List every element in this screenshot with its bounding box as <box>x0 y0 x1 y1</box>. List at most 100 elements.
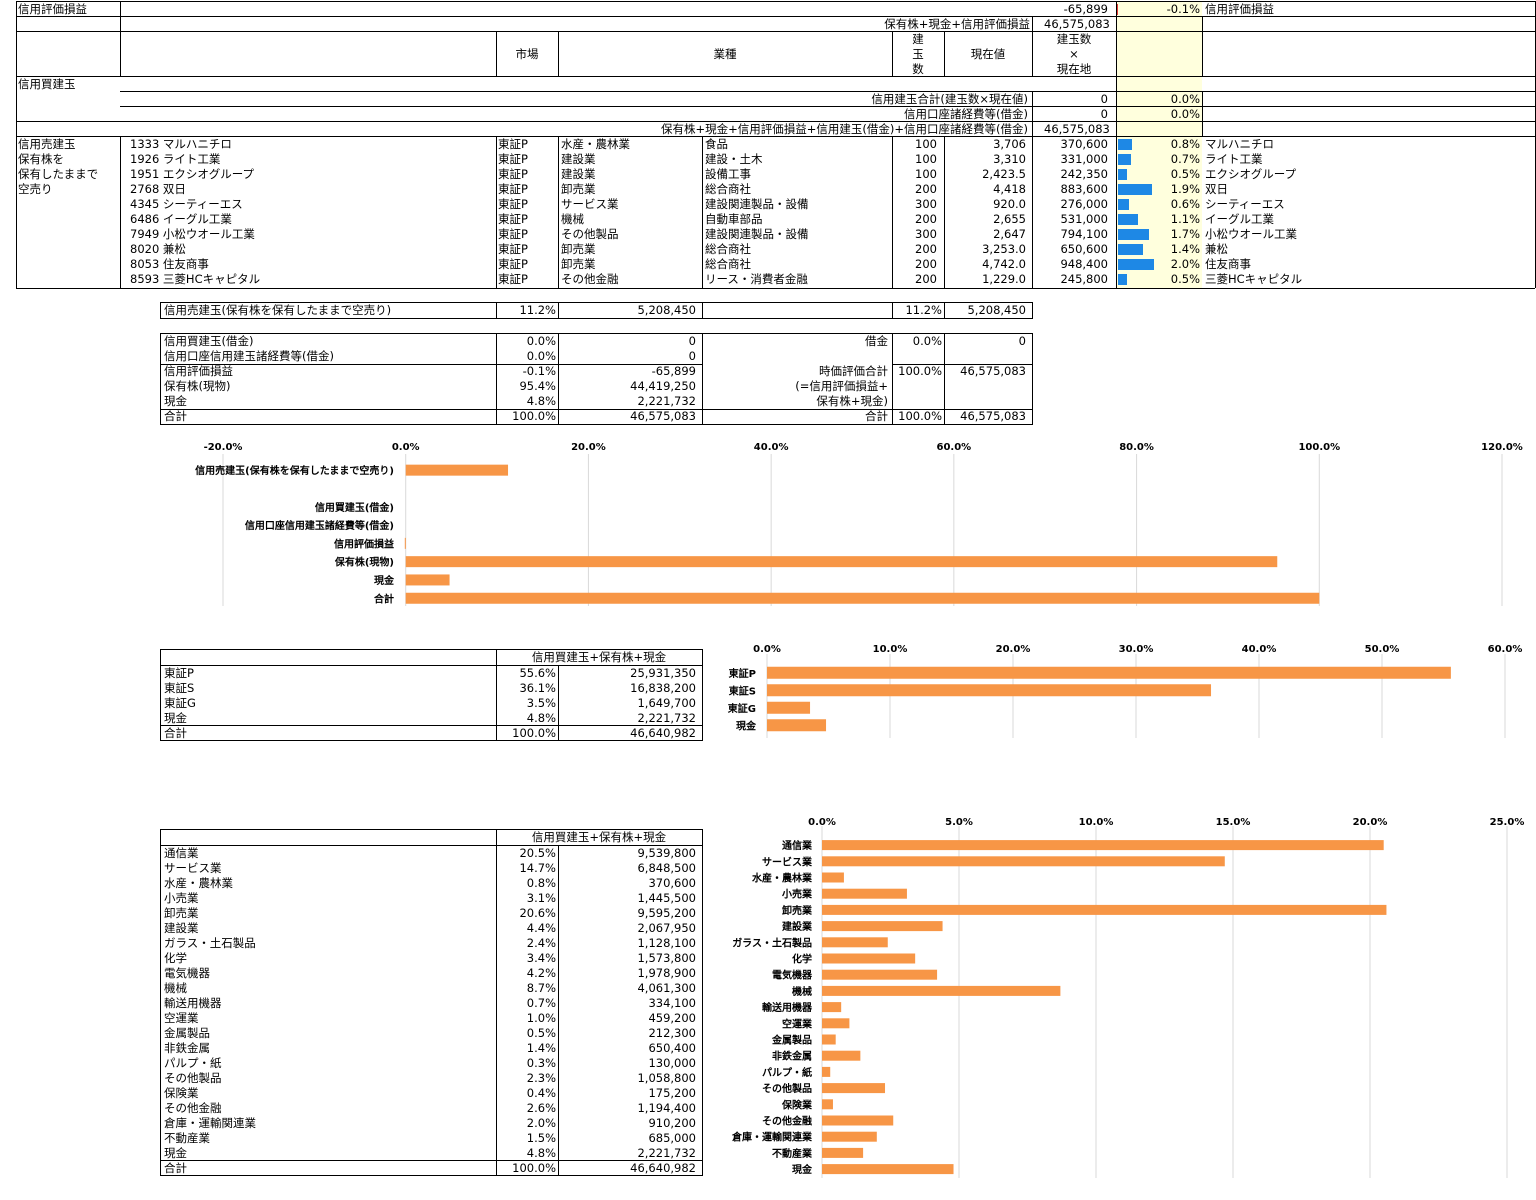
market-row-value: 46,640,982 <box>630 726 696 740</box>
summary-table: 信用買建玉(借金) 0.0% 0 信用口座信用建玉諸経費等(借金) 0.0% 0 信用評価損… <box>0 333 1536 425</box>
bar <box>822 1083 886 1094</box>
sector-row-label: 輸送用機器 <box>164 996 222 1010</box>
position-price: 2,647 <box>993 227 1026 241</box>
category-label: 現金 <box>736 719 757 732</box>
bar <box>822 1066 831 1077</box>
sector-row-label: ガラス・土石製品 <box>164 936 256 950</box>
sector-row-pct: 20.5% <box>519 846 556 860</box>
position-pct: 2.0% <box>1170 257 1200 271</box>
total-label: 合計 <box>865 409 888 423</box>
sell-label-4: 空売り <box>18 182 53 196</box>
header-industry: 業種 <box>713 47 737 61</box>
sector-row-pct: 2.0% <box>526 1116 556 1130</box>
category-label: その他金融 <box>762 1115 812 1128</box>
sector-row-value: 130,000 <box>648 1056 696 1070</box>
tick-label: 30.0% <box>1119 644 1154 655</box>
sector-row-pct: 0.7% <box>526 996 556 1010</box>
position-weight-bar <box>1118 259 1154 270</box>
position-code: 1926 ライト工業 <box>130 152 221 166</box>
sector-row-value: 1,445,500 <box>637 891 696 905</box>
sector-row-label: 金属製品 <box>164 1026 210 1040</box>
allocation-chart: -20.0% 0.0% 20.0% 40.0% 60.0% 80.0% 100.0% 120.… <box>195 442 1523 606</box>
position-qty: 200 <box>915 182 937 196</box>
position-industry: サービス業 <box>561 197 619 211</box>
market-row-pct: 36.1% <box>519 681 556 695</box>
bar <box>822 1034 836 1045</box>
category-label: 水産・農林業 <box>751 872 813 885</box>
sector-row-value: 334,100 <box>648 996 696 1010</box>
tick-label: 50.0% <box>1365 644 1400 655</box>
category-label: 卸売業 <box>782 904 813 917</box>
short-summary-value: 5,208,450 <box>637 303 696 317</box>
position-market: 東証P <box>498 182 528 196</box>
bar <box>822 1050 861 1061</box>
position-subindustry: 自動車部品 <box>705 212 763 226</box>
position-weight-bar <box>1118 244 1144 255</box>
position-code: 8593 三菱HCキャピタル <box>130 272 261 286</box>
tick-label: 15.0% <box>1216 817 1251 828</box>
market-row-label: 東証P <box>164 666 194 680</box>
bar <box>767 666 1451 679</box>
sell-label-1: 信用売建玉 <box>18 137 76 151</box>
position-qty: 200 <box>915 212 937 226</box>
position-qty: 200 <box>915 242 937 256</box>
position-subindustry: 総合商社 <box>705 257 751 271</box>
summary-row-value: 0 <box>688 334 696 348</box>
eval-label: 信用評価損益 <box>18 2 87 16</box>
sector-row-value: 1,194,400 <box>637 1101 696 1115</box>
bar <box>822 937 888 948</box>
summary-row-pct: 4.8% <box>526 394 556 408</box>
category-label: 信用評価損益 <box>334 537 394 550</box>
category-label: 東証P <box>729 667 756 680</box>
tick-label: 20.0% <box>996 644 1031 655</box>
position-pct: 0.7% <box>1170 152 1200 166</box>
category-label: 電気機器 <box>772 969 813 982</box>
bar <box>405 592 1320 604</box>
debt-value: 0 <box>1018 334 1026 348</box>
position-industry: 建設業 <box>561 167 596 181</box>
position-qty: 200 <box>915 257 937 271</box>
position-pct: 0.5% <box>1170 167 1200 181</box>
header-qty: 建 玉 数 <box>912 32 924 76</box>
category-label: 小売業 <box>781 888 813 901</box>
position-subindustry: 建設関連製品・設備 <box>705 227 809 241</box>
sector-row-pct: 0.8% <box>526 876 556 890</box>
bar <box>822 1018 850 1029</box>
tick-label: 20.0% <box>571 442 606 453</box>
category-label: 保険業 <box>781 1098 813 1111</box>
market-row-pct: 3.5% <box>526 696 556 710</box>
position-price: 3,253.0 <box>982 242 1026 256</box>
sector-row-value: 212,300 <box>648 1026 696 1040</box>
category-label: ガラス・土石製品 <box>732 936 812 949</box>
sector-row-pct: 14.7% <box>519 861 556 875</box>
position-price: 2,655 <box>993 212 1026 226</box>
position-industry: 水産・農林業 <box>561 137 630 151</box>
bar <box>405 556 1278 568</box>
position-subindustry: 総合商社 <box>705 242 751 256</box>
sector-row-label: 水産・農林業 <box>164 876 233 890</box>
sector-row-label: 保険業 <box>164 1086 199 1100</box>
position-value: 531,000 <box>1060 212 1108 226</box>
category-label: 現金 <box>374 574 395 587</box>
summary-row-value: 2,221,732 <box>637 394 696 408</box>
position-price: 3,310 <box>993 152 1026 166</box>
market-row-value: 2,221,732 <box>637 711 696 725</box>
position-qty: 100 <box>915 167 937 181</box>
category-label: 輸送用機器 <box>762 1001 813 1014</box>
bar <box>767 701 811 714</box>
sector-row-pct: 0.5% <box>526 1026 556 1040</box>
position-value: 794,100 <box>1060 227 1108 241</box>
tick-label: 10.0% <box>1079 817 1114 828</box>
category-label: 倉庫・運輸関連業 <box>731 1131 813 1144</box>
position-weight-bar <box>1118 214 1138 225</box>
position-qty: 300 <box>915 227 937 241</box>
grand-value: 46,575,083 <box>1044 122 1110 136</box>
position-market: 東証P <box>498 167 528 181</box>
market-row-label: 東証G <box>164 696 196 710</box>
category-label: パルプ・紙 <box>762 1066 812 1079</box>
sector-row-label: 不動産業 <box>164 1131 210 1145</box>
market-row-label: 合計 <box>164 726 187 740</box>
category-label: 信用売建玉(保有株を保有したままで空売り) <box>195 464 394 477</box>
position-name: イーグル工業 <box>1205 212 1274 226</box>
summary-row-label: 保有株(現物) <box>164 379 231 393</box>
